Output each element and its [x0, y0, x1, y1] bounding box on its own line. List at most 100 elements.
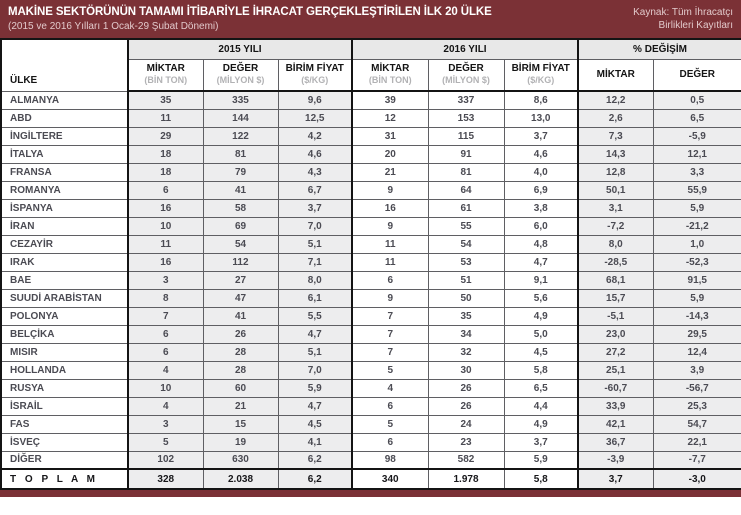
- value-cell: 98: [351, 450, 429, 470]
- sub-header-row: MİKTAR (BİN TON) DEĞER (MİLYON $) BİRİM …: [1, 58, 741, 92]
- value-cell: 34: [427, 324, 505, 344]
- country-cell: HOLLANDA: [0, 360, 129, 380]
- value-cell: 5: [351, 360, 429, 380]
- value-cell: 39: [351, 90, 429, 110]
- value-cell: 32: [427, 342, 505, 362]
- value-cell: 4,1: [277, 432, 353, 452]
- value-cell: 69: [202, 216, 279, 236]
- table-row: HOLLANDA 4 28 7,0 5 30 5,8 25,1 3,9: [0, 360, 741, 380]
- value-cell: 68,1: [577, 270, 654, 290]
- value-cell: 5,1: [277, 342, 353, 362]
- value-cell: 0,5: [652, 90, 741, 110]
- value-cell: 6: [351, 432, 429, 452]
- value-cell: 6,0: [503, 216, 579, 236]
- value-cell: 112: [202, 252, 279, 272]
- value-cell: 91: [427, 144, 505, 164]
- value-cell: 12: [351, 108, 429, 128]
- value-cell: 9,6: [277, 90, 353, 110]
- value-cell: 2.038: [202, 468, 279, 490]
- value-cell: 29,5: [652, 324, 741, 344]
- source-line-2: Birlikleri Kayıtları: [658, 20, 733, 31]
- country-cell: IRAK: [0, 252, 129, 272]
- value-cell: 3,7: [503, 432, 579, 452]
- value-cell: 3,9: [652, 360, 741, 380]
- value-cell: 8,6: [503, 90, 579, 110]
- value-cell: -5,9: [652, 126, 741, 146]
- value-cell: 11: [351, 252, 429, 272]
- table-row: İNGİLTERE 29 122 4,2 31 115 3,7 7,3 -5,9: [0, 126, 741, 146]
- country-cell: ROMANYA: [0, 180, 129, 200]
- value-cell: 5,6: [503, 288, 579, 308]
- value-cell: 5,5: [277, 306, 353, 326]
- value-cell: -7,2: [577, 216, 654, 236]
- value-cell: 16: [127, 198, 204, 218]
- value-cell: 8: [127, 288, 204, 308]
- value-cell: 4,0: [503, 162, 579, 182]
- value-cell: 4,7: [503, 252, 579, 272]
- value-cell: 23,0: [577, 324, 654, 344]
- value-cell: 9,1: [503, 270, 579, 290]
- value-cell: 9: [351, 216, 429, 236]
- table-row: CEZAYİR 11 54 5,1 11 54 4,8 8,0 1,0: [0, 234, 741, 254]
- value-cell: 328: [127, 468, 204, 490]
- value-cell: 7,0: [277, 216, 353, 236]
- value-cell: 6: [351, 270, 429, 290]
- value-cell: 5: [351, 414, 429, 434]
- column-header-unitprice-2015: BİRİM FİYAT ($/KG): [277, 58, 353, 92]
- value-cell: 4,2: [277, 126, 353, 146]
- table-row: BAE 3 27 8,0 6 51 9,1 68,1 91,5: [0, 270, 741, 290]
- country-cell: İTALYA: [0, 144, 129, 164]
- value-cell: 31: [351, 126, 429, 146]
- value-cell: 5,1: [277, 234, 353, 254]
- value-cell: 28: [202, 360, 279, 380]
- title-band: MAKİNE SEKTÖRÜNÜN TAMAMI İTİBARİYLE İHRA…: [0, 0, 741, 38]
- column-label: MİKTAR: [596, 68, 635, 80]
- value-cell: -56,7: [652, 378, 741, 398]
- value-cell: 5,9: [652, 198, 741, 218]
- value-cell: 9: [351, 180, 429, 200]
- value-cell: 2,6: [577, 108, 654, 128]
- value-cell: 5,0: [503, 324, 579, 344]
- value-cell: 16: [127, 252, 204, 272]
- value-cell: 7,1: [277, 252, 353, 272]
- total-label-cell: T O P L A M: [0, 468, 129, 490]
- value-cell: 6,2: [277, 468, 353, 490]
- value-cell: 14,3: [577, 144, 654, 164]
- value-cell: 8,0: [577, 234, 654, 254]
- value-cell: 23: [427, 432, 505, 452]
- column-label: MİKTAR: [146, 63, 185, 75]
- value-cell: 25,1: [577, 360, 654, 380]
- source-note: Kaynak: Tüm İhracatçı Birlikleri Kayıtla…: [633, 6, 733, 32]
- value-cell: 12,5: [277, 108, 353, 128]
- table-row: İSPANYA 16 58 3,7 16 61 3,8 3,1 5,9: [0, 198, 741, 218]
- value-cell: 10: [127, 378, 204, 398]
- country-cell: ABD: [0, 108, 129, 128]
- column-label: BİRİM FİYAT: [285, 63, 344, 75]
- column-label: DEĞER: [222, 63, 259, 75]
- column-unit: (BİN TON): [368, 75, 412, 86]
- table-row: İSVEÇ 5 19 4,1 6 23 3,7 36,7 22,1: [0, 432, 741, 452]
- column-label: BİRİM FİYAT: [511, 63, 570, 75]
- value-cell: 4,9: [503, 414, 579, 434]
- table-row: MISIR 6 28 5,1 7 32 4,5 27,2 12,4: [0, 342, 741, 362]
- value-cell: 54: [202, 234, 279, 254]
- value-cell: 41: [202, 306, 279, 326]
- value-cell: 60: [202, 378, 279, 398]
- value-cell: 12,8: [577, 162, 654, 182]
- value-cell: 54: [427, 234, 505, 254]
- country-cell: RUSYA: [0, 378, 129, 398]
- value-cell: 3,7: [577, 468, 654, 490]
- value-cell: 26: [427, 378, 505, 398]
- country-cell: İRAN: [0, 216, 129, 236]
- value-cell: -7,7: [652, 450, 741, 470]
- table-row: BELÇİKA 6 26 4,7 7 34 5,0 23,0 29,5: [0, 324, 741, 344]
- value-cell: 13,0: [503, 108, 579, 128]
- value-cell: 33,9: [577, 396, 654, 416]
- value-cell: 4: [127, 396, 204, 416]
- value-cell: 4,6: [277, 144, 353, 164]
- value-cell: 4,3: [277, 162, 353, 182]
- value-cell: 47: [202, 288, 279, 308]
- value-cell: 42,1: [577, 414, 654, 434]
- value-cell: 58: [202, 198, 279, 218]
- value-cell: 6,9: [503, 180, 579, 200]
